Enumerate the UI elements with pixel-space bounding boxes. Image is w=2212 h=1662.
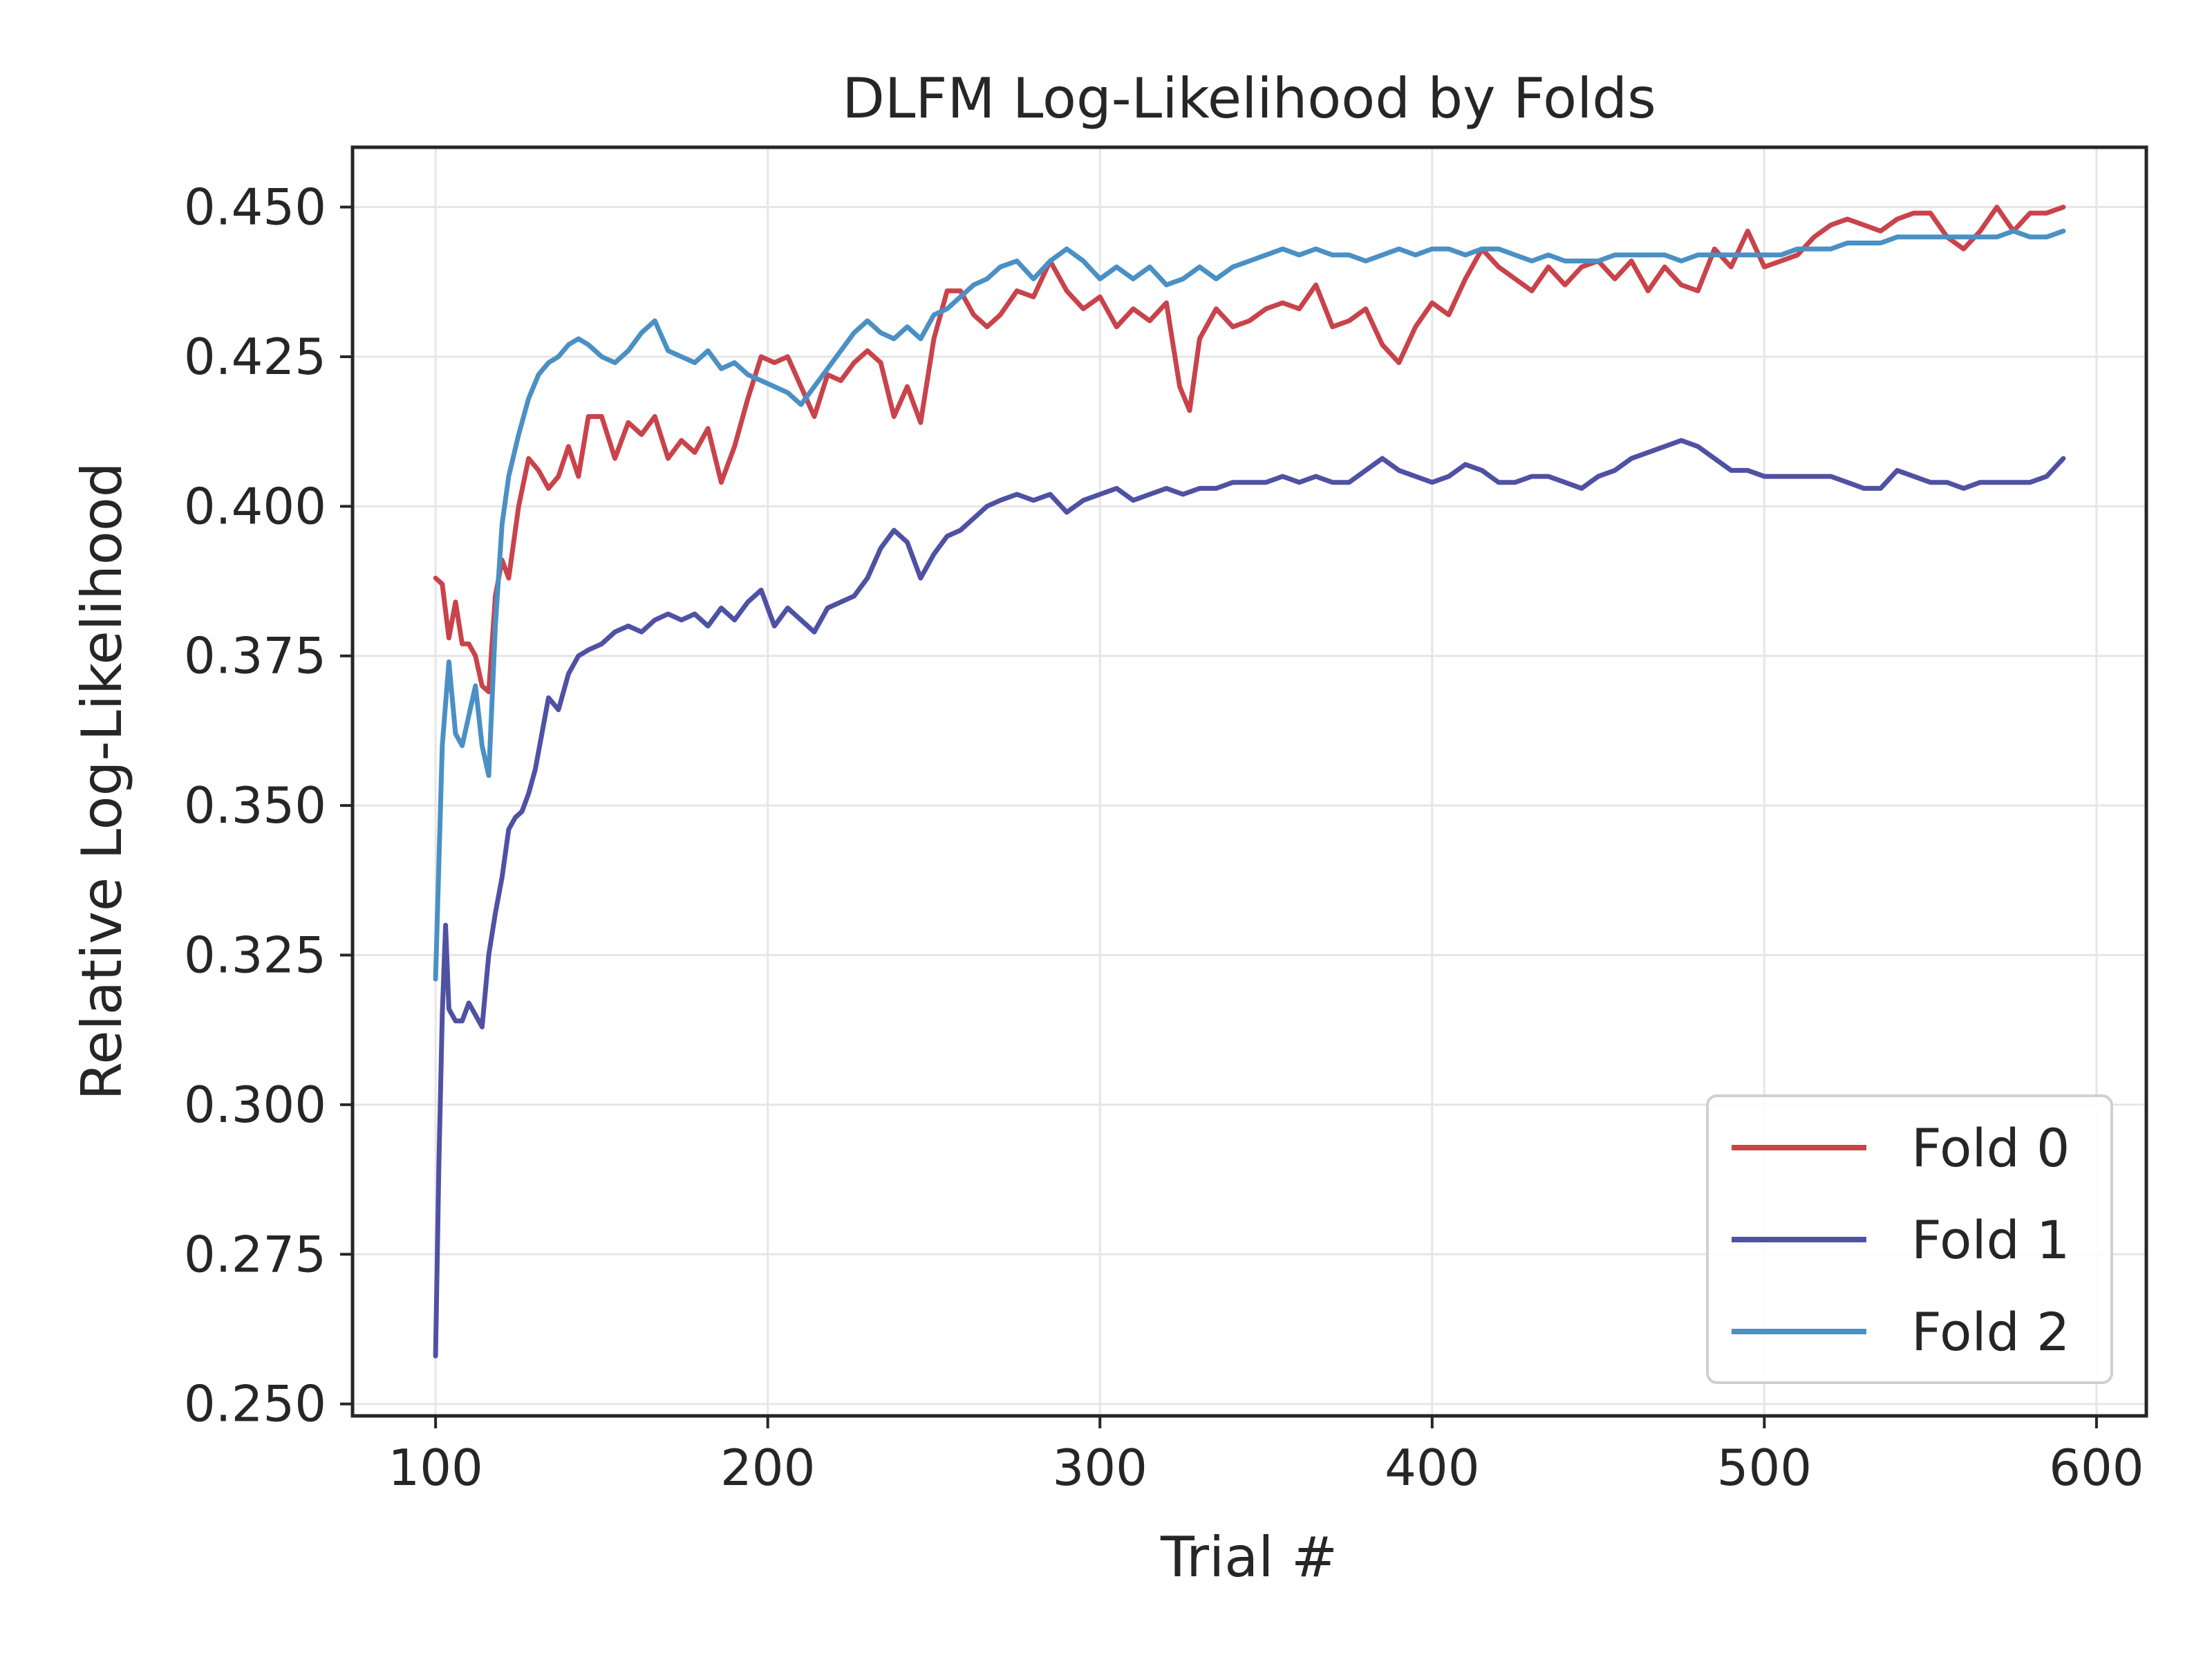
y-tick-label: 0.375 — [184, 627, 326, 685]
chart-title: DLFM Log-Likelihood by Folds — [842, 66, 1656, 131]
series-line-fold-1 — [433, 438, 2066, 1358]
series-lines — [433, 205, 2066, 1358]
y-tick-label: 0.250 — [184, 1375, 326, 1433]
y-tick-label: 0.400 — [184, 477, 326, 535]
x-tick-label: 100 — [388, 1439, 482, 1497]
legend-label: Fold 2 — [1911, 1301, 2070, 1363]
y-tick-label: 0.275 — [184, 1225, 326, 1283]
y-tick-label: 0.450 — [184, 178, 326, 236]
legend-box — [1706, 1094, 2113, 1384]
legend-label: Fold 0 — [1911, 1117, 2070, 1179]
x-tick-label: 200 — [720, 1439, 815, 1497]
plot-frame — [350, 145, 2148, 1418]
legend: Fold 0 Fold 1 Fold 2 — [1706, 1094, 2113, 1384]
grid — [353, 147, 2146, 1416]
y-tick-label: 0.300 — [184, 1076, 326, 1134]
x-tick-label: 300 — [1053, 1439, 1147, 1497]
x-tick-label: 600 — [2049, 1439, 2144, 1497]
y-tick-label: 0.425 — [184, 328, 326, 386]
legend-items: Fold 0 Fold 1 Fold 2 — [1732, 1117, 2070, 1363]
axis-ticks: 100 200 300 400 500 600 0.250 0.275 0.300 0.325 0.… — [184, 178, 2144, 1497]
series-line-fold-0 — [433, 205, 2066, 695]
x-tick-label: 500 — [1717, 1439, 1812, 1497]
y-axis-label: Relative Log-Likelihood — [70, 462, 134, 1100]
x-axis-label: Trial # — [1160, 1525, 1338, 1589]
x-tick-label: 400 — [1385, 1439, 1479, 1497]
legend-label: Fold 1 — [1911, 1209, 2070, 1271]
series-line-fold-2 — [433, 228, 2066, 982]
y-tick-label: 0.325 — [184, 926, 326, 984]
y-tick-label: 0.350 — [184, 776, 326, 834]
